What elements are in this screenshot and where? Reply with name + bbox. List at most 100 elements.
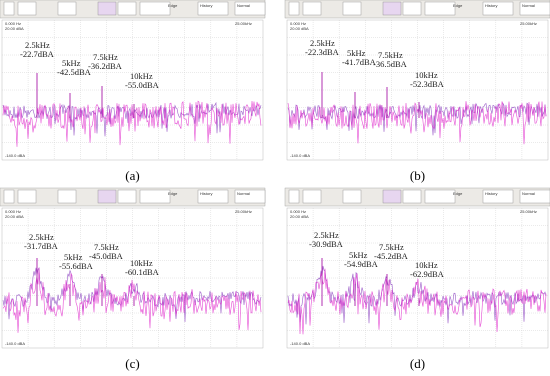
start-freq: 0.000 Hz: [290, 209, 306, 214]
bottom-level: -140.0 dBA: [5, 153, 25, 158]
peak-level: -60.1dBA: [125, 267, 160, 277]
toolbar-box: [302, 189, 322, 204]
peak-level: -55.6dBA: [59, 261, 94, 271]
peak-freq: 10kHz: [415, 260, 438, 270]
peak-freq: 7.5kHz: [379, 242, 404, 252]
peak-level: -55.0dBA: [125, 80, 160, 90]
ref-level: 20.00 dBA: [290, 26, 309, 31]
toolbar-box: [97, 189, 117, 204]
stop-freq: 25.00kHz: [520, 21, 537, 26]
toolbar-box: [342, 189, 362, 204]
ref-level: 20.00 dBA: [5, 26, 24, 31]
ref-level: 20.00 dBA: [290, 214, 309, 219]
peak-freq: 7.5kHz: [378, 50, 403, 60]
toolbar-box: [57, 189, 77, 204]
toolbar-box: [519, 189, 550, 204]
normal-label: Normal: [237, 191, 250, 196]
toolbar-box: [17, 189, 37, 204]
spectrum-trace: [287, 268, 547, 335]
start-freq: 0.000 Hz: [5, 209, 21, 214]
normal-label: Normal: [522, 191, 535, 196]
peak-freq: 7.5kHz: [93, 52, 118, 62]
peak-freq: 2.5kHz: [29, 232, 54, 242]
peak-level: -36.5dBA: [373, 59, 408, 69]
start-freq: 0.000 Hz: [290, 21, 306, 26]
toolbar-box: [197, 189, 229, 204]
toolbar-box: [197, 1, 229, 16]
peak-freq: 10kHz: [130, 258, 153, 268]
history-label: History: [200, 191, 212, 196]
toolbar-box: [402, 189, 422, 204]
peak-level: -30.9dBA: [309, 239, 344, 249]
peak-level: -45.2dBA: [374, 251, 409, 261]
toolbar-box: [3, 1, 15, 16]
peak-freq: 2.5kHz: [314, 230, 339, 240]
peak-level: -41.7dBA: [342, 57, 377, 67]
peak-freq: 10kHz: [415, 70, 438, 80]
toolbar-box: [288, 189, 300, 204]
peak-freq: 5kHz: [62, 58, 81, 68]
history-label: History: [200, 3, 212, 8]
toolbar-box: [117, 189, 137, 204]
edge-label: Edge: [168, 3, 178, 8]
spectrum-trace: [2, 267, 262, 333]
peak-level: -54.9dBA: [344, 259, 379, 269]
toolbar-box: [482, 189, 514, 204]
peak-level: -22.3dBA: [305, 47, 340, 57]
panel-label: (d): [410, 356, 425, 371]
peak-level: -36.2dBA: [88, 61, 123, 71]
bottom-level: -140.0 dBA: [5, 341, 25, 346]
toolbar-box: [402, 1, 422, 16]
toolbar-box: [302, 1, 322, 16]
history-label: History: [485, 3, 497, 8]
edge-label: Edge: [453, 191, 463, 196]
edge-label: Edge: [168, 191, 178, 196]
toolbar-box: [382, 189, 402, 204]
peak-level: -45.0dBA: [89, 251, 124, 261]
history-label: History: [485, 191, 497, 196]
peak-level: -52.3dBA: [410, 79, 445, 89]
toolbar-box: [519, 1, 550, 16]
spectrum-trace: [2, 100, 262, 147]
start-freq: 0.000 Hz: [5, 21, 21, 26]
toolbar-box: [424, 189, 456, 204]
spectrum-trace: [2, 267, 262, 323]
toolbar-box: [234, 189, 266, 204]
panel-label: (b): [410, 168, 425, 183]
ref-level: 20.00 dBA: [5, 214, 24, 219]
peak-level: -62.9dBA: [410, 269, 445, 279]
peak-level: -31.7dBA: [24, 241, 59, 251]
toolbar-box: [3, 189, 15, 204]
peak-freq: 7.5kHz: [94, 242, 119, 252]
toolbar-box: [139, 189, 171, 204]
panel-label: (c): [125, 356, 139, 371]
toolbar-box: [117, 1, 137, 16]
edge-label: Edge: [453, 3, 463, 8]
toolbar-box: [234, 1, 266, 16]
toolbar-box: [482, 1, 514, 16]
stop-freq: 25.00kHz: [520, 209, 537, 214]
toolbar-box: [57, 1, 77, 16]
peak-level: -42.5dBA: [57, 67, 92, 77]
peak-freq: 2.5kHz: [310, 38, 335, 48]
toolbar-box: [342, 1, 362, 16]
normal-label: Normal: [522, 3, 535, 8]
peak-freq: 2.5kHz: [25, 40, 50, 50]
peak-freq: 5kHz: [64, 252, 83, 262]
bottom-level: -140.0 dBA: [290, 153, 310, 158]
panel-label: (a): [125, 168, 139, 183]
peak-freq: 10kHz: [130, 71, 153, 81]
toolbar-box: [424, 1, 456, 16]
peak-level: -22.7dBA: [20, 49, 55, 59]
spectrum-trace: [287, 101, 547, 145]
toolbar-box: [97, 1, 117, 16]
peak-freq: 5kHz: [347, 48, 366, 58]
stop-freq: 25.00kHz: [235, 21, 252, 26]
toolbar-box: [17, 1, 37, 16]
stop-freq: 25.00kHz: [235, 209, 252, 214]
